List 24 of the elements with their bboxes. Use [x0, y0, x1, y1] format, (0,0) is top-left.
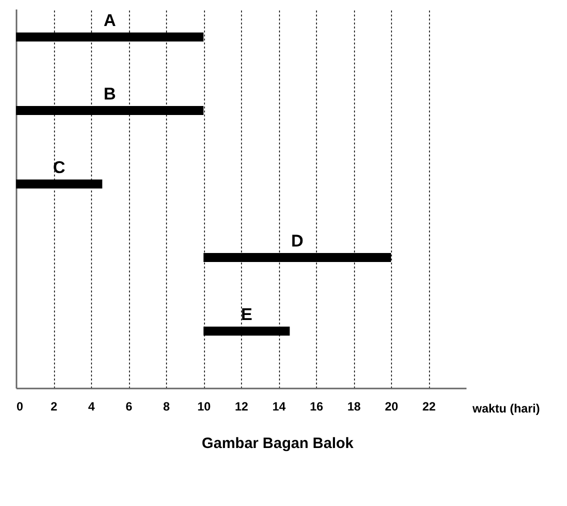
bar [16, 106, 204, 116]
y-tick-label: A [104, 11, 116, 30]
x-tick-label: 8 [163, 400, 170, 414]
x-tick-label: 22 [422, 400, 436, 414]
x-tick-label: 10 [197, 400, 211, 414]
bar [16, 180, 102, 189]
x-tick-label: 20 [384, 400, 398, 414]
bar [204, 326, 290, 336]
x-tick-label: 12 [234, 400, 248, 414]
y-tick-label: B [104, 84, 116, 104]
y-tick-label: D [291, 232, 304, 251]
x-tick-label: 14 [272, 400, 286, 414]
x-axis-title: waktu (hari) [472, 402, 540, 416]
x-tick-label: 18 [347, 400, 361, 414]
x-tick-label: 6 [126, 400, 133, 414]
x-tick-label: 0 [16, 400, 24, 414]
x-tick-label: 4 [88, 400, 96, 414]
x-tick-label: 16 [310, 400, 324, 414]
y-tick-label: C [52, 158, 66, 178]
bar [204, 253, 391, 262]
text: Gambar Bagan Balok [202, 435, 354, 452]
bar [16, 32, 204, 42]
x-tick-label: 2 [50, 400, 58, 414]
y-tick-label: E [240, 305, 252, 324]
